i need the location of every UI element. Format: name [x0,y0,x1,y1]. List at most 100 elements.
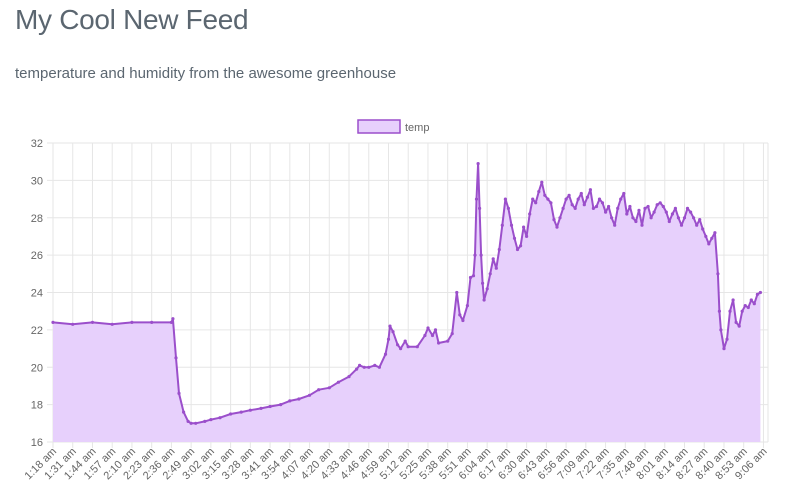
temp-point[interactable] [437,341,441,345]
temp-point[interactable] [607,204,611,209]
temp-point[interactable] [646,204,650,209]
temp-point[interactable] [640,223,644,227]
temp-point[interactable] [491,257,495,261]
temp-point[interactable] [689,210,693,214]
temp-point[interactable] [522,225,526,229]
temp-point[interactable] [634,219,638,224]
temp-point[interactable] [631,216,635,220]
temp-point[interactable] [613,223,617,227]
temp-point[interactable] [386,337,391,341]
temp-point[interactable] [488,272,492,276]
temp-point[interactable] [670,212,675,216]
temp-point[interactable] [725,337,729,341]
temp-point[interactable] [171,317,175,321]
temp-point[interactable] [546,197,550,201]
temp-point[interactable] [519,244,523,248]
temp-point[interactable] [582,203,586,207]
temp-point[interactable] [503,197,507,201]
temp-point[interactable] [591,206,596,210]
temp-point[interactable] [573,206,577,210]
temp-point[interactable] [465,304,469,308]
temp-point[interactable] [218,416,222,420]
temp-point[interactable] [177,391,181,395]
temp-point[interactable] [336,380,340,384]
temp-point[interactable] [667,219,671,224]
temp-point[interactable] [525,234,529,238]
temp-point[interactable] [515,247,520,252]
temp-point[interactable] [355,367,359,371]
temp-point[interactable] [625,212,629,216]
temp-point[interactable] [203,419,207,423]
temp-point[interactable] [458,313,462,317]
temp-point[interactable] [430,333,435,338]
temp-point[interactable] [743,304,747,308]
temp-point[interactable] [423,333,427,338]
temp-point[interactable] [90,320,95,324]
temp-point[interactable] [259,406,263,410]
temp-point[interactable] [194,421,198,425]
temp-point[interactable] [755,292,760,296]
temp-point[interactable] [567,193,571,197]
temp-point[interactable] [737,324,741,328]
temp-point[interactable] [561,206,565,210]
temp-point[interactable] [558,216,562,220]
temp-point[interactable] [673,206,678,210]
temp-point[interactable] [594,204,599,209]
temp-point[interactable] [307,393,312,397]
temp-point[interactable] [130,320,134,324]
temp-point[interactable] [426,326,430,330]
temp-point[interactable] [391,330,395,334]
temp-point[interactable] [150,320,154,324]
temp-point[interactable] [388,324,392,328]
temp-point[interactable] [734,320,738,324]
temp-point[interactable] [637,208,641,212]
temp-point[interactable] [643,206,647,210]
temp-point[interactable] [692,216,696,220]
temp-point[interactable] [731,298,735,302]
temp-point[interactable] [367,365,371,369]
temp-point[interactable] [682,216,687,220]
temp-point[interactable] [229,412,233,416]
temp-point[interactable] [248,408,252,412]
temp-point[interactable] [758,290,763,295]
temp-point[interactable] [619,197,623,201]
temp-point[interactable] [497,247,501,252]
temp-point[interactable] [297,397,301,401]
temp-point[interactable] [189,421,193,425]
temp-point[interactable] [399,347,403,351]
temp-point[interactable] [585,195,590,199]
temp-point[interactable] [658,201,662,205]
temp-point[interactable] [239,410,243,414]
temp-point[interactable] [506,206,510,210]
temp-point[interactable] [717,309,722,313]
temp-point[interactable] [676,216,681,220]
temp-point[interactable] [450,332,454,336]
temp-point[interactable] [485,287,489,291]
temp-point[interactable] [588,188,593,192]
temp-point[interactable] [473,253,477,257]
temp-point[interactable] [383,352,388,356]
temp-point[interactable] [661,204,665,209]
temp-point[interactable] [406,345,410,349]
temp-point[interactable] [616,206,620,210]
temp-point[interactable] [209,418,213,422]
temp-point[interactable] [528,212,532,216]
temp-point[interactable] [415,345,419,349]
temp-point[interactable] [461,318,465,323]
temp-point[interactable] [479,253,483,257]
temp-point[interactable] [347,375,351,379]
temp-point[interactable] [512,236,517,240]
temp-point[interactable] [268,404,272,409]
temp-point[interactable] [543,193,547,197]
temp-point[interactable] [710,236,714,240]
temp-point[interactable] [664,210,668,214]
temp-point[interactable] [652,210,656,214]
temp-point[interactable] [713,231,717,235]
temp-point[interactable] [597,197,602,201]
temp-point[interactable] [746,305,750,310]
temp-point[interactable] [531,197,535,201]
chart-legend[interactable]: temp [357,119,429,134]
temp-point[interactable] [509,223,514,227]
temp-point[interactable] [719,328,723,332]
temp-point[interactable] [537,190,541,194]
